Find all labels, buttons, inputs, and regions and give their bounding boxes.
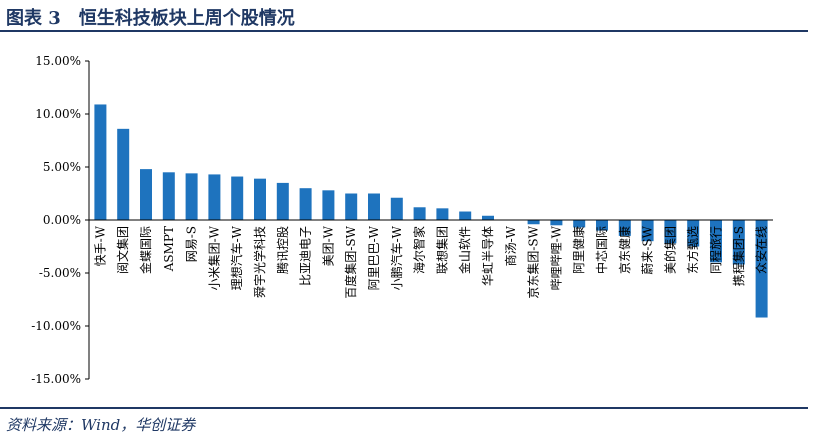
bar xyxy=(140,169,152,220)
y-tick-label: 5.00% xyxy=(43,160,81,174)
bar xyxy=(322,190,335,220)
y-tick-label: 15.00% xyxy=(35,54,81,68)
bar xyxy=(664,220,677,244)
bar xyxy=(436,208,449,220)
bar xyxy=(641,220,654,242)
bottom-rule xyxy=(0,407,808,409)
category-label: 众安在线 xyxy=(754,226,769,274)
bar xyxy=(687,220,700,247)
category-label: 小鹏汽车-W xyxy=(389,225,404,290)
category-label: 快手-W xyxy=(93,225,107,266)
bar xyxy=(710,220,722,263)
bar xyxy=(390,197,403,220)
category-label: 金蝶国际 xyxy=(138,226,153,274)
category-label: 东方甄选 xyxy=(685,226,700,274)
category-label: 小米集团-W xyxy=(206,225,221,290)
y-tick-label: -10.00% xyxy=(31,319,81,333)
bar xyxy=(162,172,175,220)
bar xyxy=(276,182,289,220)
bar xyxy=(299,188,312,220)
bar xyxy=(482,215,494,220)
bar xyxy=(732,220,745,265)
bars xyxy=(89,104,773,318)
category-label: 美的集团 xyxy=(662,226,677,274)
category-label: 比亚迪电子 xyxy=(299,226,313,286)
y-tick-label: -15.00% xyxy=(31,372,81,386)
category-label: 京东集团-SW xyxy=(526,225,541,298)
category-label: 携程集团-S xyxy=(731,226,746,286)
y-tick-label: -5.00% xyxy=(39,266,81,280)
category-label: 阅文集团 xyxy=(115,226,130,274)
category-label: 百度集团-SW xyxy=(343,225,358,298)
bar xyxy=(254,178,266,220)
bar xyxy=(527,220,540,225)
category-label: 同程旅行 xyxy=(708,226,723,274)
bar xyxy=(345,193,358,220)
top-rule xyxy=(0,30,808,32)
bar xyxy=(94,104,107,220)
figure-title: 图表 3 恒生科技板块上周个股情况 xyxy=(6,8,295,29)
bar xyxy=(117,128,130,220)
category-label: 华虹半导体 xyxy=(481,226,495,286)
category-label: 联想集团 xyxy=(434,226,449,274)
bar xyxy=(368,193,380,220)
category-label: 网易-S xyxy=(185,226,199,262)
bar xyxy=(208,174,221,220)
category-label: 商汤-W xyxy=(503,225,518,266)
category-label: 理想汽车-W xyxy=(229,225,244,290)
bar xyxy=(618,220,631,236)
category-label: 金山软件 xyxy=(457,226,472,274)
category-labels: 快手-W 阅文集团 金蝶国际 ASMPT 网易-S 小米集团-W 理想汽车-W 舜宇光学科技腾… xyxy=(93,225,768,298)
bar xyxy=(596,220,608,231)
category-label: 美团-W xyxy=(321,225,335,266)
y-tick-label: 0.00% xyxy=(43,213,81,227)
category-label: 阿里巴巴-W xyxy=(367,225,381,290)
bar xyxy=(755,220,768,318)
category-label: 京东健康 xyxy=(617,226,632,274)
y-axis: 15.00% 10.00% 5.00% 0.00% -5.00% -10.00% -15.0… xyxy=(31,54,90,386)
category-label: 海尔智家 xyxy=(412,226,427,274)
bar xyxy=(185,173,198,220)
y-tick-label: 10.00% xyxy=(35,107,81,121)
figure-title-bar: 图表 3 恒生科技板块上周个股情况 xyxy=(0,0,814,32)
bar-chart: 15.00% 10.00% 5.00% 0.00% -5.00% -10.00% -15.0… xyxy=(31,54,773,386)
category-label: 中芯国际 xyxy=(594,226,609,274)
bar xyxy=(231,176,244,220)
source-note: 资料来源：Wind，华创证券 xyxy=(6,416,196,434)
category-label: 阿里健康 xyxy=(571,226,586,274)
category-label: 蔚来-SW xyxy=(641,225,655,274)
category-label: 舜宇光学科技 xyxy=(252,226,267,298)
bar xyxy=(550,220,563,226)
bar xyxy=(573,220,586,228)
category-label: 哔哩哔哩-W xyxy=(549,225,563,290)
bar xyxy=(413,207,426,220)
bar xyxy=(459,211,472,220)
category-label: 腾讯控股 xyxy=(275,226,290,274)
category-label: ASMPT xyxy=(162,226,176,272)
